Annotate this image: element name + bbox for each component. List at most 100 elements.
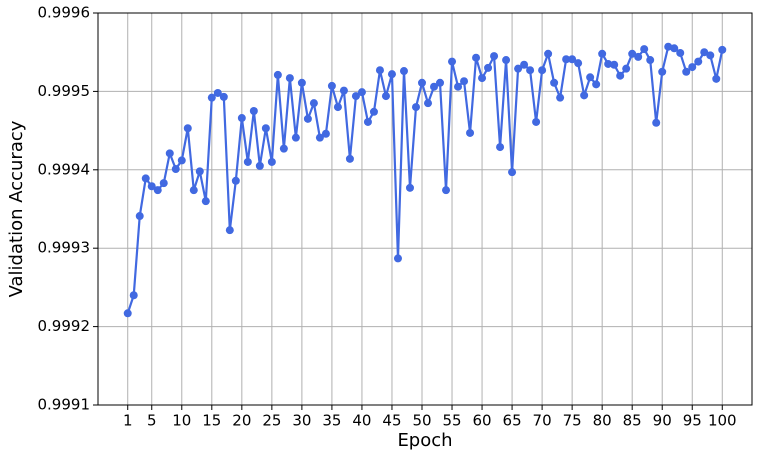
data-point bbox=[351, 92, 360, 101]
data-point bbox=[141, 174, 150, 183]
x-tick-label: 90 bbox=[653, 412, 672, 430]
data-point bbox=[436, 78, 445, 87]
x-tick-label: 100 bbox=[708, 412, 737, 430]
data-point bbox=[616, 71, 625, 80]
x-tick-label: 65 bbox=[503, 412, 522, 430]
data-point bbox=[640, 45, 649, 54]
data-point bbox=[135, 212, 144, 221]
data-point bbox=[652, 118, 661, 127]
data-point bbox=[610, 60, 619, 69]
x-tick-label: 40 bbox=[352, 412, 371, 430]
data-point bbox=[357, 88, 366, 97]
data-point bbox=[375, 66, 384, 75]
data-point bbox=[676, 48, 685, 57]
data-point bbox=[339, 86, 348, 95]
x-tick-label: 1 bbox=[123, 412, 133, 430]
data-point bbox=[484, 63, 493, 72]
data-point bbox=[466, 128, 475, 137]
x-tick-label: 30 bbox=[292, 412, 311, 430]
data-point bbox=[219, 92, 228, 101]
data-point bbox=[417, 78, 426, 87]
data-point bbox=[231, 176, 240, 185]
data-point bbox=[297, 78, 306, 87]
data-point bbox=[454, 82, 463, 91]
y-axis-label: Validation Accuracy bbox=[6, 120, 27, 297]
data-point bbox=[273, 70, 282, 79]
data-point bbox=[387, 70, 396, 79]
data-point bbox=[646, 56, 655, 65]
data-point bbox=[303, 114, 312, 123]
data-point bbox=[195, 167, 204, 176]
x-tick-label: 95 bbox=[683, 412, 702, 430]
data-point bbox=[514, 64, 523, 73]
y-tick-label: 0.9996 bbox=[38, 4, 91, 22]
data-point bbox=[430, 82, 439, 91]
data-point bbox=[556, 93, 565, 102]
x-tick-label: 10 bbox=[172, 412, 191, 430]
data-point bbox=[694, 57, 703, 66]
data-point bbox=[508, 168, 517, 177]
data-point bbox=[129, 291, 138, 300]
data-point bbox=[544, 49, 553, 58]
data-point bbox=[586, 73, 595, 82]
data-point bbox=[658, 67, 667, 76]
data-point bbox=[598, 49, 607, 58]
data-point bbox=[147, 182, 156, 191]
data-point bbox=[285, 74, 294, 83]
data-point bbox=[405, 183, 414, 192]
data-point bbox=[502, 56, 511, 65]
data-point bbox=[472, 53, 481, 62]
data-point bbox=[345, 154, 354, 163]
data-point bbox=[249, 107, 258, 115]
data-point bbox=[333, 103, 342, 112]
data-point bbox=[712, 74, 721, 83]
data-point bbox=[411, 103, 420, 112]
x-tick-label: 35 bbox=[322, 412, 341, 430]
data-point bbox=[267, 157, 276, 166]
data-point bbox=[682, 67, 691, 76]
x-tick-label: 70 bbox=[533, 412, 552, 430]
data-point bbox=[225, 226, 234, 235]
data-point bbox=[213, 88, 222, 97]
data-point bbox=[634, 52, 643, 61]
data-point bbox=[688, 63, 697, 72]
x-tick-label: 60 bbox=[473, 412, 492, 430]
data-point bbox=[442, 186, 451, 195]
data-line bbox=[126, 45, 724, 314]
data-point bbox=[670, 44, 679, 53]
data-point bbox=[123, 309, 132, 318]
data-point bbox=[532, 117, 541, 126]
data-point bbox=[424, 99, 433, 108]
data-point bbox=[700, 48, 709, 57]
y-tick-label: 0.9992 bbox=[38, 317, 91, 335]
data-point bbox=[664, 42, 673, 51]
x-tick-label: 50 bbox=[412, 412, 431, 430]
data-point bbox=[177, 156, 186, 165]
data-point bbox=[574, 59, 583, 68]
data-point bbox=[393, 254, 402, 263]
x-tick-label: 25 bbox=[262, 412, 281, 430]
x-tick-label: 80 bbox=[593, 412, 612, 430]
data-point bbox=[327, 81, 336, 90]
data-point bbox=[243, 157, 252, 166]
data-point bbox=[526, 66, 535, 75]
data-point bbox=[592, 80, 601, 89]
data-point bbox=[538, 66, 547, 75]
data-point bbox=[255, 161, 264, 170]
data-point bbox=[183, 124, 192, 133]
data-point bbox=[201, 197, 210, 206]
data-point bbox=[562, 55, 571, 64]
data-point bbox=[448, 57, 457, 66]
data-point bbox=[363, 117, 372, 126]
x-axis-label: Epoch bbox=[397, 430, 452, 451]
data-point bbox=[478, 74, 487, 83]
data-point bbox=[315, 133, 324, 142]
data-point bbox=[309, 99, 318, 108]
data-point bbox=[628, 49, 637, 58]
y-tick-label: 0.9993 bbox=[38, 239, 91, 257]
data-point bbox=[520, 60, 529, 69]
data-point bbox=[189, 186, 198, 195]
data-point bbox=[718, 45, 727, 54]
y-tick-label: 0.9991 bbox=[38, 396, 91, 414]
